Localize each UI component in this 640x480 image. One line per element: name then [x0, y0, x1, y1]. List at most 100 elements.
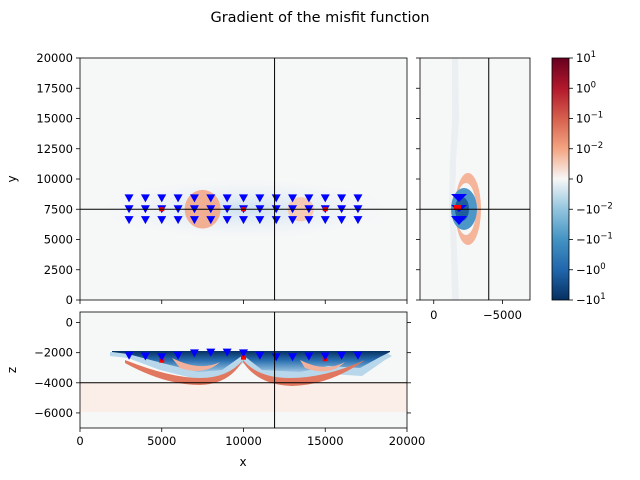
xz-receiver-marker — [239, 349, 248, 358]
colorbar-tick-label: 0 — [576, 172, 583, 186]
xz-positive-arc-left — [125, 360, 243, 385]
zy-xaxis: 0 −5000 — [416, 57, 522, 322]
xz-xtick-label: 5000 — [147, 434, 176, 448]
xy-crosshair — [80, 58, 407, 300]
xy-receiver-marker — [206, 194, 216, 203]
xz-ytick-label: 0 — [66, 316, 73, 330]
xy-receiver-marker — [288, 216, 298, 225]
colorbar-tick-label: −101 — [576, 292, 606, 307]
xy-receiver-marker — [157, 194, 167, 203]
xy-receiver-marker — [173, 216, 183, 225]
colorbar-tick-label: −10−2 — [576, 201, 613, 216]
xy-yaxis: 0 2500 5000 7500 10000 12500 15000 17500 20000 — [36, 51, 408, 307]
colorbar-tick-label: 10−1 — [576, 111, 603, 126]
xy-receiver-marker — [140, 194, 150, 203]
xy-receiver-marker — [124, 194, 134, 203]
xy-ytick-label: 10000 — [36, 172, 73, 186]
xz-ytick-label: −4000 — [34, 376, 73, 390]
xy-receiver-marker — [189, 216, 199, 225]
xy-receiver-marker — [353, 216, 363, 225]
xy-ytick-label: 20000 — [36, 51, 73, 65]
xy-background — [80, 58, 407, 300]
xz-panel: 0 5000 10000 15000 20000 0 −2000 −4000 −6000 x z — [5, 311, 425, 469]
xz-receiver-marker — [189, 349, 199, 358]
zy-receiver-cluster-top — [451, 194, 467, 202]
xy-receiver-marker — [140, 216, 150, 225]
xz-receiver-marker — [140, 352, 150, 361]
xz-positive-arc-inner-right — [300, 360, 345, 372]
colorbar-tick-label: 10−2 — [576, 141, 603, 156]
colorbar-gradient — [551, 57, 570, 301]
xy-ytick-label: 15000 — [36, 112, 73, 126]
xy-receiver-marker — [255, 216, 265, 225]
xy-ytick-label: 12500 — [36, 142, 73, 156]
zy-crosshair — [420, 58, 530, 300]
xz-receiver-marker — [337, 351, 347, 360]
xy-receiver-marker — [239, 216, 248, 225]
xy-panel: 0 2500 5000 7500 10000 12500 15000 17500 20000 y — [5, 51, 408, 307]
xy-receiver-marker — [222, 216, 232, 225]
xz-receiver-marker — [206, 348, 216, 357]
xz-positive-arc-inner — [172, 358, 220, 371]
xz-axes: 0 5000 10000 15000 20000 0 −2000 −4000 −6000 — [34, 316, 425, 448]
zy-surface-edge — [449, 58, 459, 300]
zy-xtick-label: −5000 — [483, 308, 522, 322]
zy-source-marker — [454, 205, 461, 210]
colorbar-tick-label: −100 — [576, 262, 606, 277]
xz-xtick-label: 10000 — [225, 434, 262, 448]
xy-receiver-marker — [157, 216, 167, 225]
colorbar: 101 100 10−1 10−2 0 −10−2 −10−1 −100 −101 — [551, 50, 613, 307]
zy-xtick-label: 0 — [430, 308, 437, 322]
xz-markers — [124, 348, 363, 363]
xy-receiver-marker — [189, 194, 199, 203]
xz-lower-positive-wash — [80, 382, 407, 412]
xy-ytick-label: 5000 — [44, 233, 73, 247]
xy-ytick-label: 7500 — [44, 202, 73, 216]
xz-receiver-marker — [353, 351, 363, 360]
xy-receiver-marker — [337, 194, 347, 203]
xy-receiver-marker — [173, 194, 183, 203]
xz-receiver-marker — [320, 352, 330, 361]
xy-receiver-marker — [206, 216, 216, 225]
xz-receiver-marker — [157, 353, 167, 362]
xy-receiver-marker — [271, 194, 281, 203]
xy-receiver-marker — [271, 216, 281, 225]
xz-xtick-label: 15000 — [307, 434, 344, 448]
xz-ylabel: z — [5, 367, 19, 373]
xz-receiver-marker — [124, 351, 134, 360]
xy-receiver-marker — [304, 194, 314, 203]
xz-ytick-label: −2000 — [34, 346, 73, 360]
xy-receiver-marker — [304, 216, 314, 225]
xy-receiver-marker — [320, 194, 330, 203]
xz-positive-arc-right — [243, 360, 365, 386]
xz-receiver-marker — [222, 348, 232, 357]
xz-xtick-label: 0 — [76, 434, 83, 448]
xy-ylabel: y — [5, 175, 19, 182]
xy-receiver-marker — [239, 194, 248, 203]
xz-receiver-marker — [271, 353, 281, 362]
xz-crosshair — [80, 312, 407, 428]
xy-receiver-marker — [353, 194, 363, 203]
xy-receiver-marker — [124, 216, 134, 225]
xz-receiver-marker — [288, 353, 298, 362]
xy-receiver-marker — [222, 194, 232, 203]
colorbar-ticks: 101 100 10−1 10−2 0 −10−2 −10−1 −100 −101 — [569, 50, 613, 307]
xy-receiver-marker — [320, 216, 330, 225]
xz-xtick-label: 20000 — [389, 434, 426, 448]
colorbar-tick-label: 101 — [576, 50, 596, 65]
xz-receiver-marker — [173, 351, 183, 360]
xy-ytick-label: 2500 — [44, 263, 73, 277]
colorbar-tick-label: −10−1 — [576, 232, 613, 247]
xz-receiver-marker — [304, 352, 314, 361]
xz-receiver-marker — [255, 351, 265, 360]
xy-ytick-label: 0 — [66, 293, 73, 307]
xy-receiver-marker — [337, 216, 347, 225]
zy-receiver-cluster-bottom — [451, 216, 467, 225]
zy-panel: 0 −5000 — [416, 57, 531, 322]
xy-receiver-marker — [288, 194, 298, 203]
colorbar-tick-label: 100 — [576, 80, 596, 95]
xy-receiver-marker — [255, 194, 265, 203]
xy-ytick-label: 17500 — [36, 81, 73, 95]
xz-ytick-label: −6000 — [34, 406, 73, 420]
